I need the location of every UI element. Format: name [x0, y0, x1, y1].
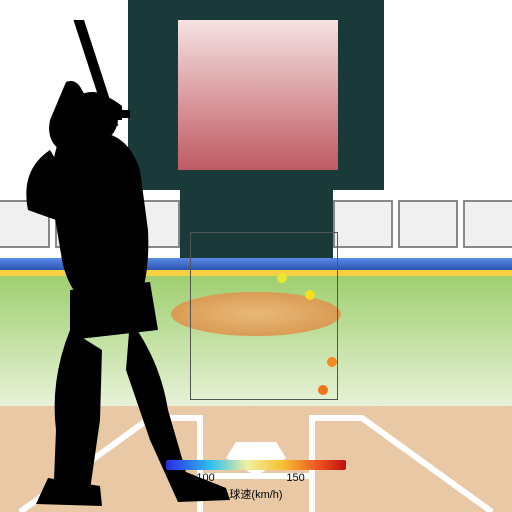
speed-axis-label: 球速(km/h): [166, 486, 346, 502]
pitch-marker: [277, 273, 287, 283]
speed-tick: 150: [286, 472, 304, 484]
pitch-marker: [318, 385, 328, 395]
batter-silhouette: [0, 20, 250, 512]
speed-ticks: 100 150: [166, 472, 346, 486]
fence-panel: [333, 200, 393, 248]
fence-panel: [463, 200, 512, 248]
stage: 100 150 球速(km/h): [0, 0, 512, 512]
fence-panel: [398, 200, 458, 248]
pitch-marker: [305, 290, 315, 300]
speed-colorbar: [166, 460, 346, 470]
speed-tick: 100: [196, 472, 214, 484]
speed-legend: 100 150 球速(km/h): [166, 460, 346, 502]
pitch-marker: [327, 357, 337, 367]
